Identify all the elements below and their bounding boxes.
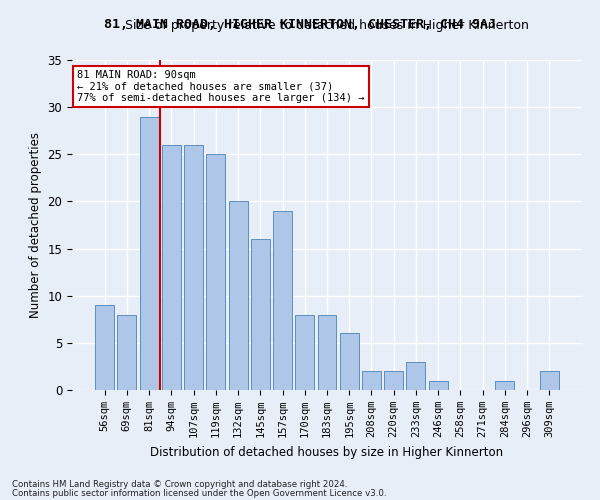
Bar — [362, 371, 381, 390]
Bar — [118, 314, 136, 390]
Bar — [184, 145, 203, 390]
Bar — [496, 380, 514, 390]
Bar — [273, 211, 292, 390]
Bar — [95, 305, 114, 390]
Bar — [140, 116, 158, 390]
Bar — [429, 380, 448, 390]
Bar — [317, 314, 337, 390]
Bar — [251, 239, 270, 390]
Bar — [340, 334, 359, 390]
Bar — [384, 371, 403, 390]
Bar — [295, 314, 314, 390]
Bar — [540, 371, 559, 390]
Bar — [162, 145, 181, 390]
Text: 81, MAIN ROAD, HIGHER KINNERTON, CHESTER, CH4 9AJ: 81, MAIN ROAD, HIGHER KINNERTON, CHESTER… — [104, 18, 496, 30]
Text: 81 MAIN ROAD: 90sqm
← 21% of detached houses are smaller (37)
77% of semi-detach: 81 MAIN ROAD: 90sqm ← 21% of detached ho… — [77, 70, 365, 103]
Text: Contains HM Land Registry data © Crown copyright and database right 2024.: Contains HM Land Registry data © Crown c… — [12, 480, 347, 489]
Bar — [406, 362, 425, 390]
Text: Contains public sector information licensed under the Open Government Licence v3: Contains public sector information licen… — [12, 488, 386, 498]
Bar — [206, 154, 225, 390]
X-axis label: Distribution of detached houses by size in Higher Kinnerton: Distribution of detached houses by size … — [151, 446, 503, 458]
Y-axis label: Number of detached properties: Number of detached properties — [29, 132, 42, 318]
Title: Size of property relative to detached houses in Higher Kinnerton: Size of property relative to detached ho… — [125, 20, 529, 32]
Bar — [229, 202, 248, 390]
